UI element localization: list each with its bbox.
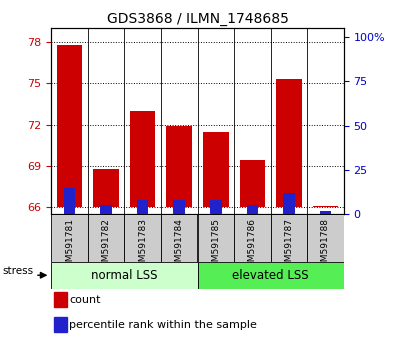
Text: GSM591788: GSM591788: [321, 218, 330, 273]
Text: GSM591782: GSM591782: [102, 218, 111, 273]
Text: GSM591787: GSM591787: [284, 218, 293, 273]
Text: GSM591781: GSM591781: [65, 218, 74, 273]
Bar: [246, 205, 258, 214]
Bar: [307, 214, 344, 262]
Bar: [271, 214, 307, 262]
Text: count: count: [70, 295, 101, 305]
Bar: [137, 200, 149, 214]
Bar: [93, 169, 119, 207]
Text: normal LSS: normal LSS: [91, 269, 158, 282]
Bar: [124, 214, 161, 262]
Bar: [64, 188, 75, 214]
Bar: [276, 79, 302, 207]
Bar: [198, 262, 344, 289]
Bar: [100, 205, 112, 214]
Text: percentile rank within the sample: percentile rank within the sample: [70, 320, 258, 330]
Bar: [161, 214, 198, 262]
Title: GDS3868 / ILMN_1748685: GDS3868 / ILMN_1748685: [107, 12, 288, 26]
Text: elevated LSS: elevated LSS: [232, 269, 309, 282]
Bar: [54, 292, 67, 307]
Bar: [88, 214, 124, 262]
Bar: [210, 200, 222, 214]
Text: stress: stress: [3, 266, 34, 276]
Bar: [166, 126, 192, 207]
Bar: [54, 317, 67, 332]
Bar: [173, 200, 185, 214]
Text: GSM591784: GSM591784: [175, 218, 184, 273]
Bar: [312, 206, 338, 207]
Bar: [283, 193, 295, 214]
Bar: [198, 214, 234, 262]
Bar: [234, 214, 271, 262]
Text: GSM591783: GSM591783: [138, 218, 147, 273]
Bar: [203, 132, 229, 207]
Bar: [51, 262, 198, 289]
Bar: [239, 160, 265, 207]
Text: GSM591785: GSM591785: [211, 218, 220, 273]
Bar: [51, 214, 88, 262]
Bar: [57, 45, 83, 207]
Bar: [320, 211, 331, 214]
Bar: [130, 111, 156, 207]
Text: GSM591786: GSM591786: [248, 218, 257, 273]
